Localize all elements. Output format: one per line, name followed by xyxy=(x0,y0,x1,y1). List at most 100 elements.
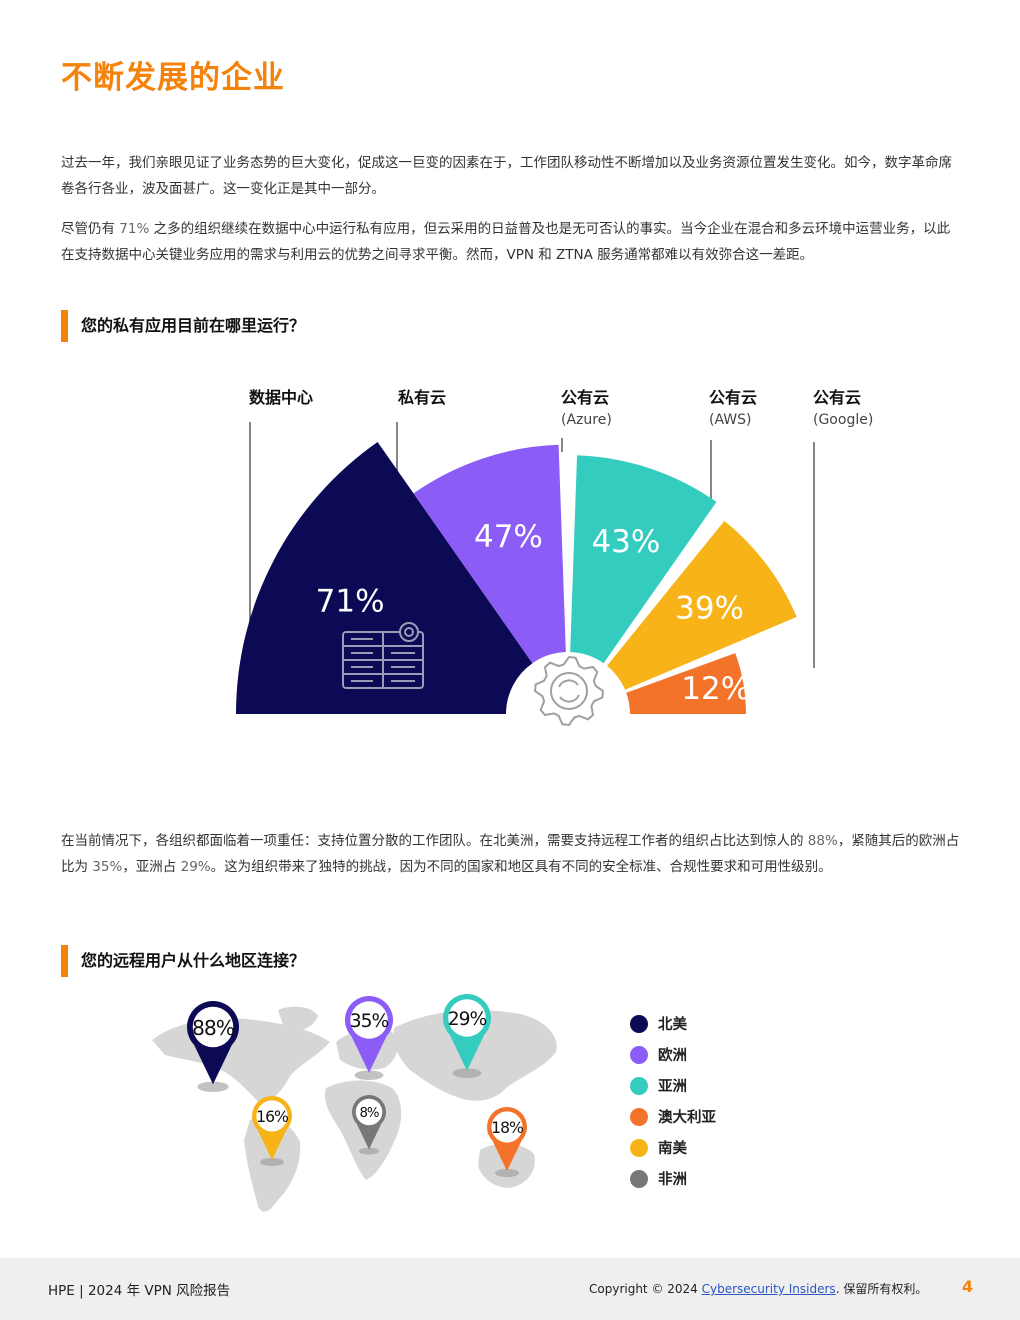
legend-dot xyxy=(630,1076,648,1095)
pin-value-europe: 35% xyxy=(350,1011,389,1032)
legend-item-africa: 非洲 xyxy=(630,1163,716,1194)
pin-tip xyxy=(492,1141,522,1171)
regional-text-c: ，亚洲占 xyxy=(122,859,181,875)
regional-text-d: 。这为组织带来了独特的挑战，因为不同的国家和地区具有不同的安全标准、合规性要求和… xyxy=(210,859,832,875)
category-sub: (AWS) xyxy=(709,412,752,428)
fan-value-google: 12% xyxy=(681,671,750,707)
map-pin-europe: 35% xyxy=(345,996,393,1080)
gear-inner-ring xyxy=(550,672,588,710)
pin-tip xyxy=(351,1036,387,1073)
legend-label: 亚洲 xyxy=(658,1079,687,1095)
footer-copyright: Copyright © 2024 Cybersecurity Insiders.… xyxy=(589,1280,927,1297)
section-title-remote-users: 您的远程用户从什么地区连接？ xyxy=(61,945,305,977)
category-sub: (Azure) xyxy=(561,412,612,428)
legend-label: 欧洲 xyxy=(658,1048,687,1064)
copyright-text: Copyright © 2024 xyxy=(589,1282,702,1296)
pin-face xyxy=(491,1111,523,1143)
rights-text: . 保留所有权利。 xyxy=(835,1282,928,1296)
north-america-shape xyxy=(152,1018,330,1106)
category-name: 公有云 xyxy=(561,388,610,407)
category-name: 私有云 xyxy=(398,388,447,407)
regional-paragraph: 在当前情况下，各组织都面临着一项重任：支持位置分散的工作团队。在北美洲，需要支持… xyxy=(61,828,963,880)
fan-value-labels: 71% 47% 43% 39% 12% xyxy=(316,519,751,707)
fan-value-aws: 39% xyxy=(675,590,744,626)
pin-value-africa: 8% xyxy=(359,1106,378,1121)
category-name: 公有云 xyxy=(709,388,758,407)
legend-item-australia: 澳大利亚 xyxy=(630,1101,716,1132)
pin-shadow xyxy=(354,1070,384,1080)
intro-paragraph-2: 尽管仍有 71% 之多的组织继续在数据中心中运行私有应用，但云采用的日益普及也是… xyxy=(61,216,963,268)
category-name: 公有云 xyxy=(813,388,862,407)
map-pin-australia: 18% xyxy=(487,1107,527,1177)
pin-face xyxy=(448,999,486,1037)
fan-chart: 71% 47% 43% 39% 12% xyxy=(236,422,815,727)
regional-value-3: 29% xyxy=(180,859,211,875)
category-label-datacenter: 数据中心 xyxy=(249,387,313,409)
legend-label: 非洲 xyxy=(658,1172,687,1188)
legend-dot xyxy=(630,1138,648,1157)
pin-face xyxy=(350,1001,388,1039)
pin-shadow xyxy=(197,1081,229,1093)
category-label-google: 公有云 (Google) xyxy=(813,387,873,431)
legend-item-south-america: 南美 xyxy=(630,1132,716,1163)
map-pin-asia: 29% xyxy=(443,994,491,1078)
intro-p2-text-a: 尽管仍有 xyxy=(61,221,120,237)
category-name: 数据中心 xyxy=(249,388,314,407)
regional-text-a: 在当前情况下，各组织都面临着一项重任：支持位置分散的工作团队。在北美洲，需要支持… xyxy=(61,833,808,849)
gear-sync-icon xyxy=(533,655,605,727)
page-footer: HPE | 2024 年 VPN 风险报告 Copyright © 2024 C… xyxy=(0,1258,1020,1320)
map-pin-north-america: 88% xyxy=(187,1001,239,1093)
pin-face xyxy=(256,1100,288,1132)
fan-wedge-datacenter xyxy=(236,442,533,714)
pin-tip xyxy=(257,1130,287,1160)
regional-value-2: 35% xyxy=(92,859,123,875)
pin-value-north-america: 88% xyxy=(192,1016,235,1040)
pin-value-asia: 29% xyxy=(448,1009,487,1030)
fan-wedge-aws xyxy=(607,520,797,690)
pin-shadow xyxy=(358,1147,380,1155)
legend-label: 澳大利亚 xyxy=(658,1110,716,1126)
legend-label: 北美 xyxy=(658,1017,687,1033)
category-label-private-cloud: 私有云 xyxy=(398,387,446,409)
legend-dot xyxy=(630,1014,648,1033)
fan-wedge-google xyxy=(626,653,746,714)
gear-outline xyxy=(533,655,605,727)
regional-value-1: 88% xyxy=(807,833,838,849)
asia-shape xyxy=(393,1010,557,1101)
map-pins: 88% 35% 29% 18% 16% 8% xyxy=(187,994,527,1177)
pin-tip xyxy=(194,1045,232,1085)
legend-dot xyxy=(630,1045,648,1064)
map-pin-south-america: 16% xyxy=(252,1096,292,1166)
fan-value-datacenter: 71% xyxy=(316,584,385,620)
legend-dot xyxy=(630,1169,648,1188)
intro-p2-text-b: 之多的组织继续在数据中心中运行私有应用，但云采用的日益普及也是无可否认的事实。当… xyxy=(61,221,951,263)
map-pin-africa: 8% xyxy=(352,1095,386,1155)
regional-text-b: ，紧随其后的欧洲占比为 xyxy=(61,833,960,875)
intro-paragraph-1: 过去一年，我们亲眼见证了业务态势的巨大变化，促成这一巨变的因素在于，工作团队移动… xyxy=(61,155,952,197)
pin-face xyxy=(192,1006,234,1048)
legend-label: 南美 xyxy=(658,1141,687,1157)
page-title: 不断发展的企业 xyxy=(61,60,285,96)
legend-item-asia: 亚洲 xyxy=(630,1070,716,1101)
fan-wedges xyxy=(236,442,797,714)
pin-value-australia: 18% xyxy=(491,1119,523,1137)
pin-face xyxy=(355,1098,383,1126)
section-title-private-apps: 您的私有应用目前在哪里运行？ xyxy=(61,310,305,342)
fan-value-private-cloud: 47% xyxy=(474,519,543,555)
world-map: 88% 35% 29% 18% 16% 8% xyxy=(152,994,557,1212)
server-rack-icon xyxy=(342,622,424,689)
legend-dot xyxy=(630,1107,648,1126)
pin-shadow xyxy=(495,1169,519,1177)
legend-item-north-america: 北美 xyxy=(630,1008,716,1039)
sync-arrows xyxy=(558,679,580,703)
category-label-azure: 公有云 (Azure) xyxy=(561,387,612,431)
map-legend: 北美 欧洲 亚洲 澳大利亚 南美 非洲 xyxy=(630,1008,716,1194)
pin-shadow xyxy=(260,1158,284,1166)
cybersecurity-insiders-link[interactable]: Cybersecurity Insiders xyxy=(701,1282,836,1296)
page-number: 4 xyxy=(962,1277,974,1296)
pin-tip xyxy=(449,1034,485,1071)
pin-value-south-america: 16% xyxy=(256,1108,288,1126)
intro-p2-highlight: 71% xyxy=(119,221,150,237)
pin-shadow xyxy=(452,1068,482,1078)
pin-tip xyxy=(356,1123,382,1150)
